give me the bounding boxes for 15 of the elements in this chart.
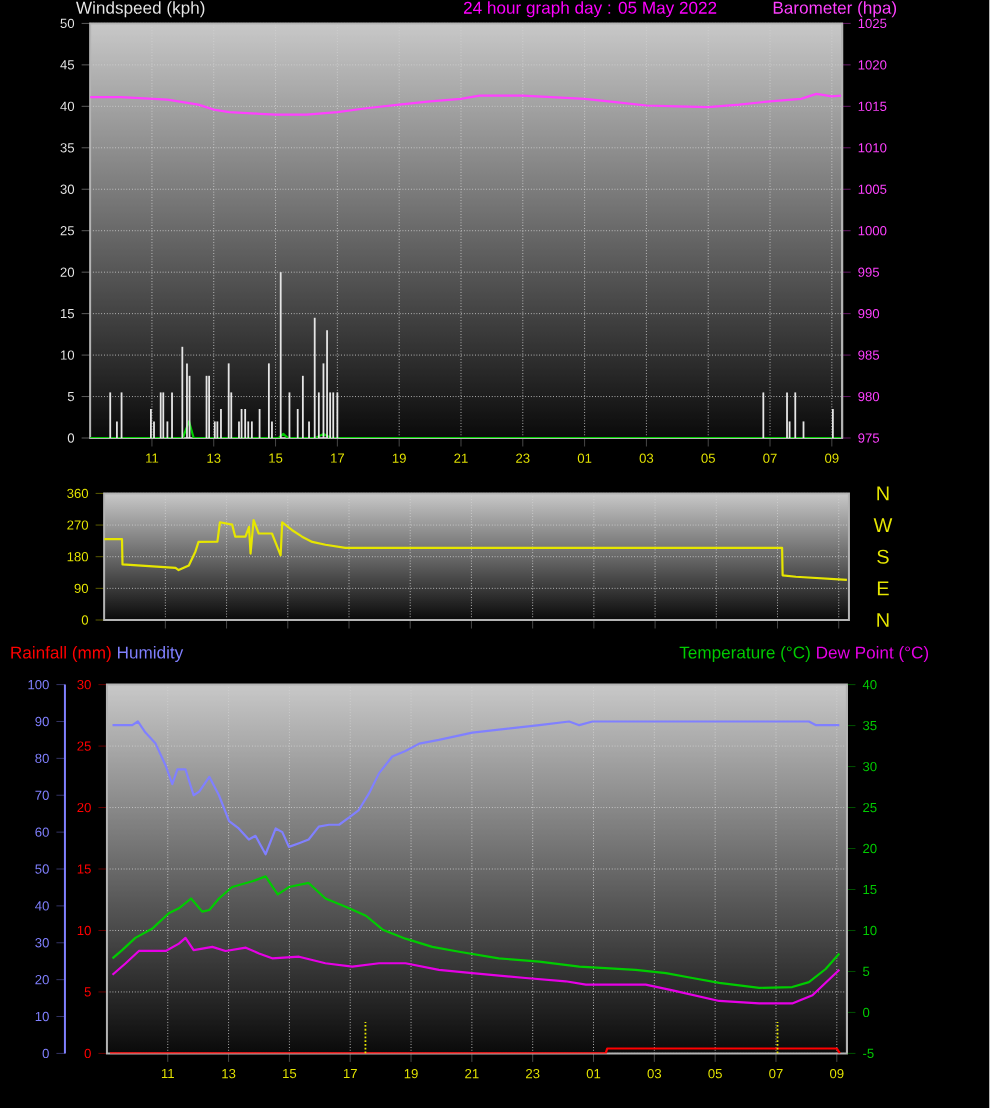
text: Temperature (°C): [679, 646, 810, 662]
text: Dew Point (°C): [817, 646, 929, 662]
text: E: [878, 581, 889, 596]
text: Humidity: [118, 646, 184, 662]
line-series: [111, 875, 841, 989]
line-series: [104, 519, 849, 582]
text: S: [877, 549, 889, 564]
text: Barometer (hpa): [774, 1, 897, 18]
text: N: [877, 486, 889, 501]
text: N: [877, 613, 889, 627]
text: W: [873, 518, 893, 532]
text: Rainfall (mm): [11, 646, 111, 662]
chart-title: 24 hour graph day : 05 May 2022: [464, 1, 717, 18]
line-series: [111, 936, 841, 1005]
text: Windspeed (kph): [76, 1, 205, 18]
